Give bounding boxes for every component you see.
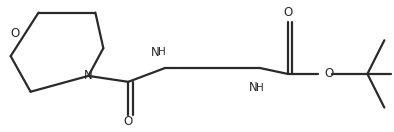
Text: O: O (124, 115, 133, 128)
Text: N: N (151, 46, 160, 59)
Text: N: N (84, 69, 93, 82)
Text: H: H (256, 83, 264, 93)
Text: N: N (249, 81, 257, 94)
Text: H: H (158, 47, 166, 57)
Text: O: O (283, 6, 292, 19)
Text: O: O (10, 27, 19, 40)
Text: O: O (325, 67, 334, 80)
